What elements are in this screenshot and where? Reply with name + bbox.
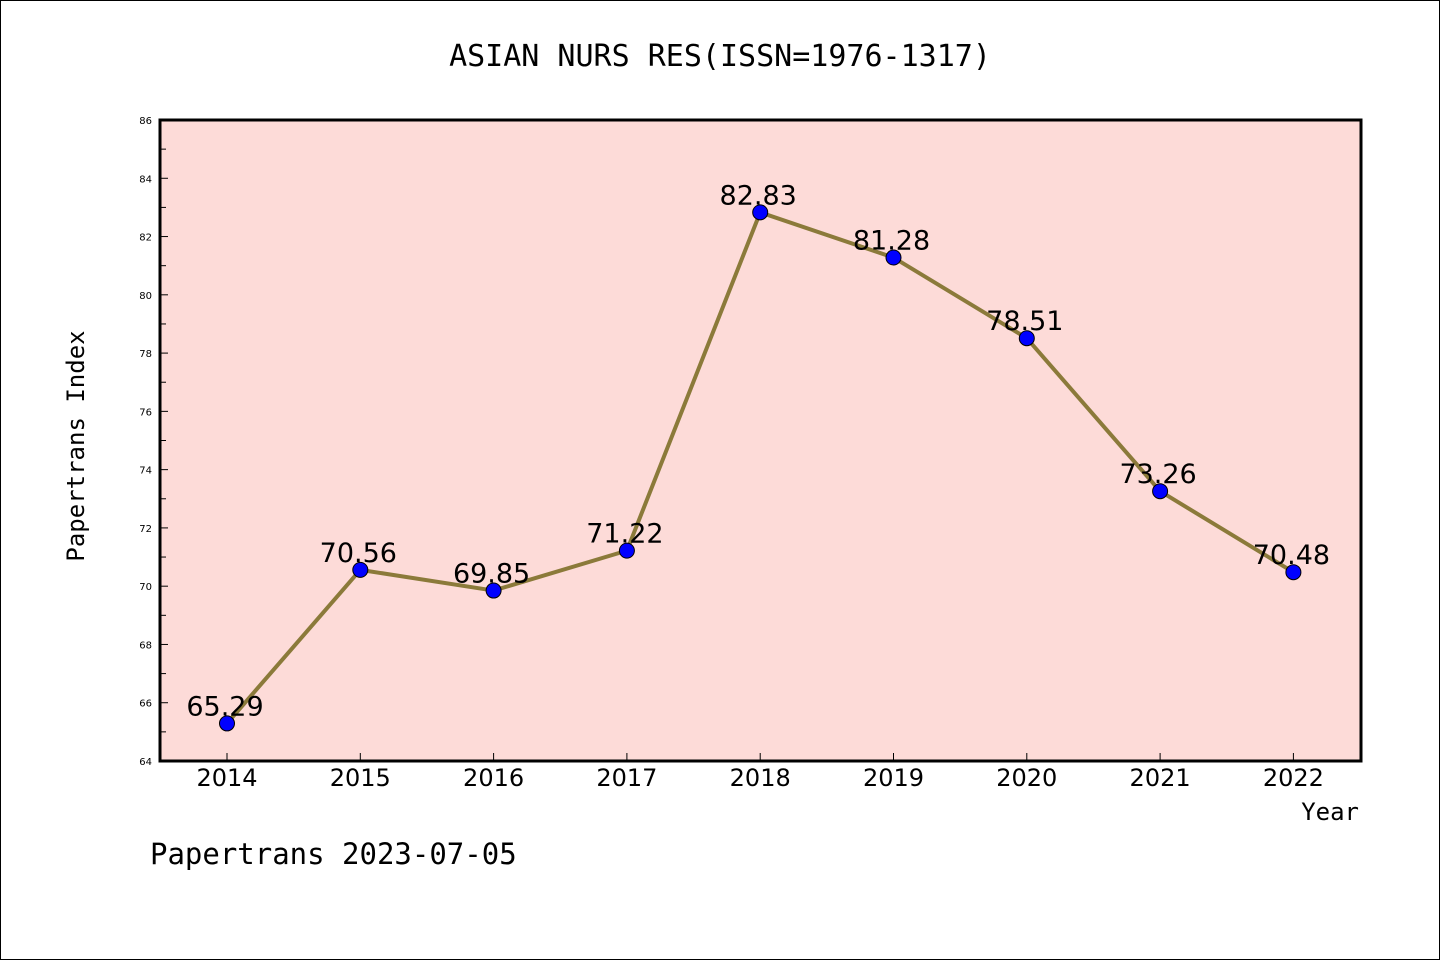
data-label: 69.85 [453,559,530,590]
data-point [618,542,635,559]
data-point [485,582,502,599]
y-tick-label: 64 [139,757,152,768]
data-label: 71.22 [586,519,663,550]
data-label: 70.56 [320,538,397,569]
data-labels: 65.29 70.56 69.85 71.22 82.83 81.28 78.51 73.26… [186,180,1330,722]
data-point [885,249,902,266]
x-tick-label: 2016 [463,764,524,792]
x-axis-label: Year [1301,798,1359,826]
x-tick-label: 2014 [196,764,257,792]
x-axis: 2014 2015 2016 2017 2018 2019 2020 2021 2022 [196,753,1324,792]
data-point [352,561,369,578]
y-axis: 64 66 68 70 72 74 76 78 80 82 84 86 [139,116,168,768]
y-tick-label: 80 [139,291,152,302]
y-tick-label: 74 [139,466,152,477]
y-tick-label: 76 [139,407,152,418]
x-tick-label: 2018 [730,764,791,792]
data-point [1018,330,1035,347]
y-tick-label: 72 [139,524,152,535]
chart-title: ASIAN NURS RES(ISSN=1976-1317) [449,39,991,74]
plot-area [158,118,1363,763]
y-tick-label: 82 [139,233,152,244]
y-tick-label: 86 [139,116,152,127]
x-tick-label: 2017 [596,764,657,792]
y-tick-label: 78 [139,349,152,360]
data-label: 73.26 [1119,459,1196,490]
data-label: 82.83 [720,180,797,211]
y-axis-label: Papertrans Index [62,330,90,561]
data-label: 81.28 [853,226,930,257]
y-tick-label: 84 [139,174,152,185]
data-point [1285,564,1302,581]
data-label: 70.48 [1253,540,1330,571]
data-point [219,715,235,732]
data-label: 78.51 [986,306,1063,337]
y-tick-label: 70 [139,582,152,593]
y-tick-label: 68 [139,640,152,651]
x-tick-label: 2019 [863,764,924,792]
x-tick-label: 2022 [1263,764,1324,792]
x-tick-label: 2015 [330,764,391,792]
x-tick-label: 2021 [1130,764,1191,792]
x-tick-label: 2020 [996,764,1057,792]
data-point [1152,483,1169,500]
footer-date: Papertrans 2023-07-05 [150,837,517,871]
data-markers [219,204,1302,732]
data-label: 65.29 [186,691,263,722]
y-tick-label: 66 [139,699,152,710]
data-point [752,204,769,221]
